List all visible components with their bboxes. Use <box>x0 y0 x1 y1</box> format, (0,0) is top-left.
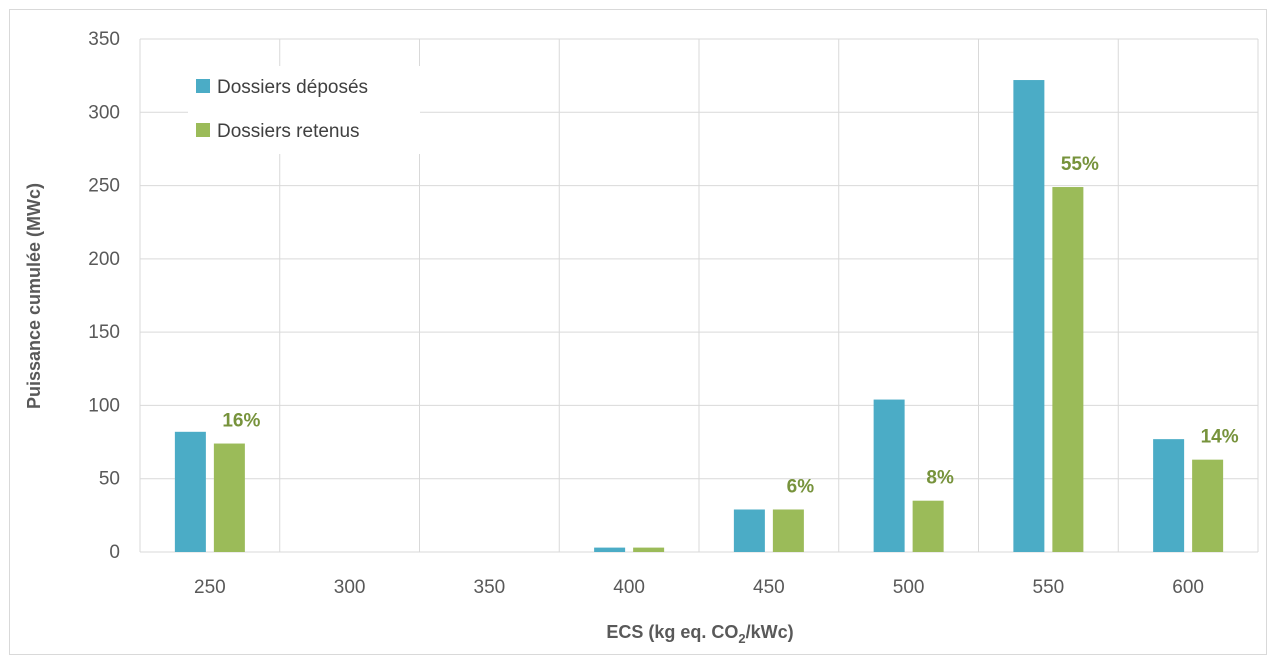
bar-deposes <box>1013 80 1045 552</box>
y-tick-label: 100 <box>88 395 120 416</box>
legend-swatch <box>196 79 210 93</box>
bar-retenus <box>912 500 944 552</box>
bar-deposes <box>733 509 765 552</box>
x-tick-label: 450 <box>753 577 785 598</box>
y-axis-ticks: 0 50 100 150 200 250 300 350 <box>88 29 120 563</box>
y-axis-title: Puissance cumulée (MWc) <box>24 183 44 409</box>
legend: Dossiers déposés Dossiers retenus <box>188 66 420 154</box>
legend-label: Dossiers déposés <box>217 77 368 98</box>
legend-label: Dossiers retenus <box>217 121 360 142</box>
x-tick-label: 600 <box>1172 577 1204 598</box>
bar-retenus <box>213 443 245 552</box>
data-label-percent: 14% <box>1201 427 1239 448</box>
x-tick-label: 250 <box>194 577 226 598</box>
data-label-percent: 16% <box>222 411 260 432</box>
bar-retenus <box>1192 459 1224 552</box>
x-axis-ticks: 250 300 350 400 450 500 550 600 <box>194 577 1204 598</box>
y-tick-label: 250 <box>88 176 120 197</box>
x-axis-title-suffix: /kWc) <box>746 622 794 642</box>
x-axis-title: ECS (kg eq. CO2/kWc) <box>606 622 793 646</box>
x-tick-label: 400 <box>613 577 645 598</box>
bar-retenus <box>633 547 665 552</box>
bar-deposes <box>594 547 626 552</box>
data-labels: 16% 6% 8% 55% 14% <box>222 154 1238 497</box>
y-tick-label: 0 <box>109 542 120 563</box>
y-tick-label: 50 <box>99 469 120 490</box>
data-label-percent: 8% <box>926 468 954 489</box>
data-label-percent: 6% <box>787 476 815 497</box>
bar-retenus <box>1052 187 1084 552</box>
y-tick-label: 350 <box>88 29 120 50</box>
x-axis-title-subscript: 2 <box>738 631 745 646</box>
y-tick-label: 300 <box>88 102 120 123</box>
x-tick-label: 500 <box>893 577 925 598</box>
legend-swatch <box>196 123 210 137</box>
bars <box>174 80 1224 552</box>
bar-deposes <box>873 399 905 552</box>
bar-retenus <box>772 509 804 552</box>
x-tick-label: 550 <box>1033 577 1065 598</box>
legend-background <box>188 66 420 154</box>
x-tick-label: 300 <box>334 577 366 598</box>
x-axis-title-main: ECS (kg eq. CO <box>606 622 738 642</box>
bar-deposes <box>174 431 206 552</box>
bar-deposes <box>1153 439 1185 552</box>
data-label-percent: 55% <box>1061 154 1099 175</box>
y-tick-label: 200 <box>88 249 120 270</box>
x-tick-label: 350 <box>474 577 506 598</box>
y-tick-label: 150 <box>88 322 120 343</box>
